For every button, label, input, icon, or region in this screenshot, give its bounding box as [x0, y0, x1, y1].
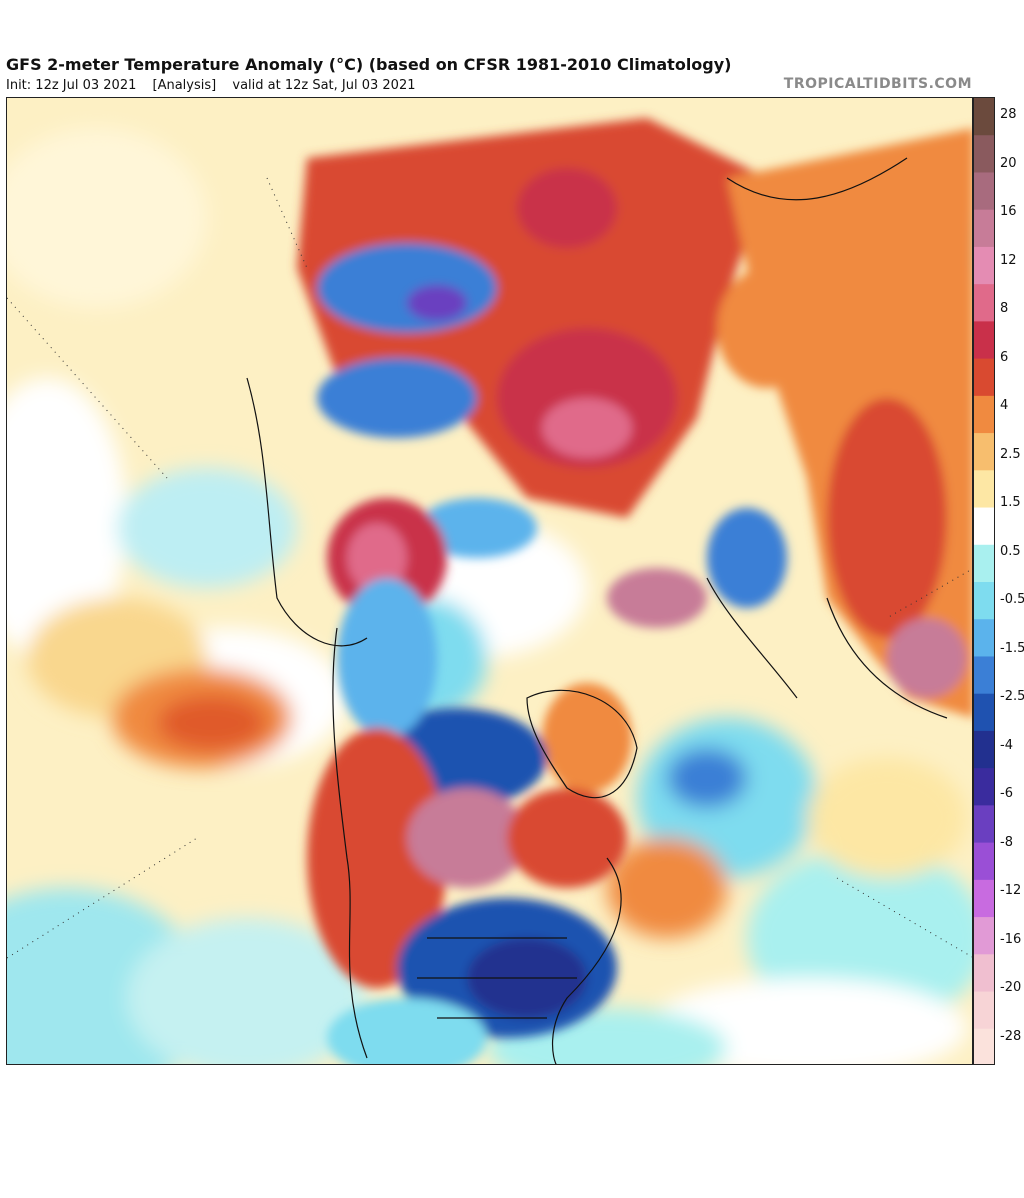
colorbar-tick-label: -2.5 [1000, 689, 1024, 704]
colorbar-swatch [974, 582, 994, 620]
colorbar-tick-label: -0.5 [1000, 592, 1024, 607]
colorbar-tick-label: 4 [1000, 398, 1009, 413]
colorbar-tick-label: -6 [1000, 786, 1013, 801]
colorbar-tick-label: 28 [1000, 107, 1017, 122]
colorbar-tick-label: 6 [1000, 349, 1009, 365]
colorbar [973, 97, 995, 1065]
colorbar-tick-label: -20 [1000, 980, 1022, 995]
colorbar-tick-label: 0.5 [1000, 543, 1021, 559]
colorbar-swatch [974, 395, 994, 434]
colorbar-swatch [974, 917, 994, 955]
colorbar-swatch [974, 284, 994, 322]
colorbar-tick-label: -4 [1000, 737, 1013, 753]
colorbar-swatch [974, 246, 994, 285]
valid-time: valid at 12z Sat, Jul 03 2021 [232, 78, 416, 93]
colorbar-swatch [974, 768, 994, 806]
colorbar-swatch [974, 730, 994, 769]
analysis-label: [Analysis] [152, 78, 217, 93]
map-subtitle: Init: 12z Jul 03 2021 [Analysis] valid a… [6, 78, 428, 93]
colorbar-tick-label: 20 [1000, 155, 1017, 171]
colorbar-swatch [974, 805, 994, 844]
colorbar-swatches [974, 98, 994, 1064]
colorbar-swatch [974, 507, 994, 546]
colorbar-swatch [974, 98, 994, 136]
init-time: Init: 12z Jul 03 2021 [6, 78, 137, 93]
coastlines [246, 157, 948, 1064]
colorbar-tick-label: -8 [1000, 834, 1013, 850]
colorbar-swatch [974, 842, 994, 881]
map-title: GFS 2-meter Temperature Anomaly (°C) (ba… [6, 55, 732, 74]
colorbar-swatch [974, 470, 994, 509]
colorbar-swatch [974, 954, 994, 993]
colorbar-tick-label: -1.5 [1000, 640, 1024, 656]
colorbar-swatch [974, 358, 994, 397]
colorbar-swatch [974, 135, 994, 173]
colorbar-tick-label: -12 [1000, 883, 1022, 898]
colorbar-tick-label: -16 [1000, 931, 1022, 947]
map-canvas [7, 98, 972, 1064]
colorbar-swatch [974, 991, 994, 1030]
brand-watermark: TROPICALTIDBITS.COM [783, 76, 972, 92]
colorbar-swatch [974, 544, 994, 583]
colorbar-swatch [974, 321, 994, 360]
colorbar-tick-label: 8 [1000, 301, 1009, 316]
colorbar-tick-label: 12 [1000, 252, 1017, 268]
colorbar-swatch [974, 209, 994, 248]
land-anomaly-fields [297, 118, 972, 1064]
colorbar-swatch [974, 619, 994, 657]
colorbar-swatch [974, 693, 994, 732]
colorbar-swatch [974, 1028, 994, 1064]
colorbar-swatch [974, 879, 994, 918]
colorbar-labels: 28 20 16 12 8 6 4 2.5 1.5 0.5 -0.5 -1.5 -2.5 -4 -6 -8 -1… [997, 97, 1024, 1065]
colorbar-swatch [974, 172, 994, 211]
colorbar-tick-label: 16 [1000, 204, 1017, 219]
colorbar-swatch [974, 656, 994, 695]
colorbar-swatch [974, 433, 994, 471]
colorbar-tick-label: 1.5 [1000, 495, 1021, 510]
colorbar-tick-label: 2.5 [1000, 446, 1021, 462]
graticule [7, 177, 972, 959]
anomaly-map [6, 97, 973, 1065]
colorbar-tick-label: -28 [1000, 1028, 1022, 1044]
